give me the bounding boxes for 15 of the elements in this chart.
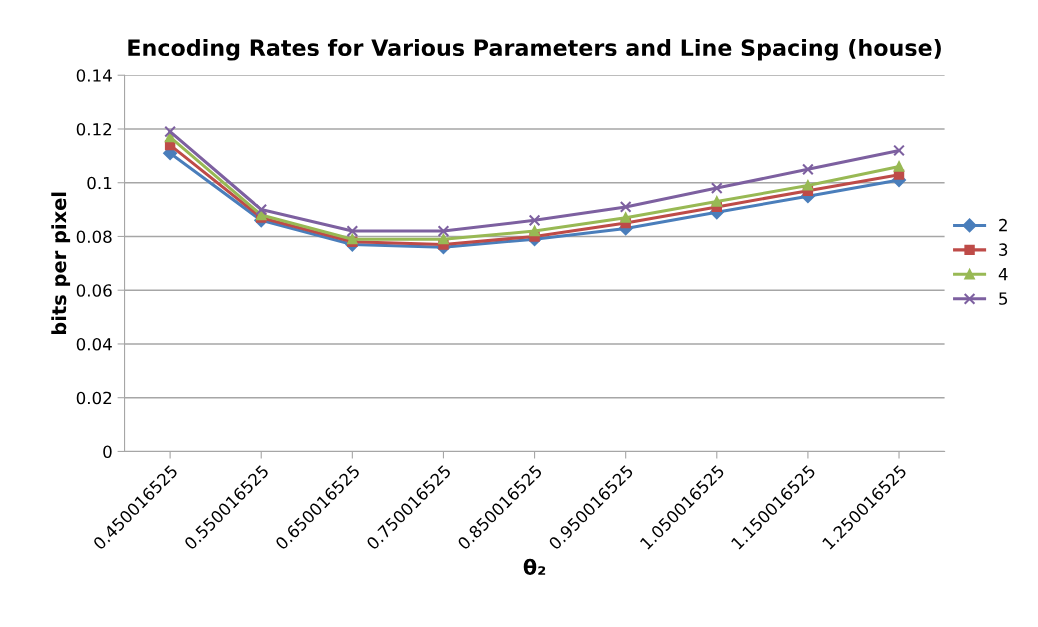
y-tick-label: 0.08: [76, 230, 112, 244]
legend-label: 2: [999, 218, 1007, 232]
y-tick-label: 0.06: [76, 284, 112, 297]
x-axis-title: θ₂: [523, 558, 546, 575]
y-tick-label: 0.02: [76, 391, 112, 405]
y-tick-label: 0.14: [76, 69, 112, 82]
legend-label: 5: [999, 292, 1008, 305]
y-tick-label: 0.1: [87, 176, 112, 190]
y-tick-label: 0: [103, 445, 112, 459]
y-axis-title: bits per pixel: [51, 192, 71, 335]
legend-label: 4: [998, 268, 1008, 281]
legend-label: 3: [999, 243, 1008, 256]
y-tick-label: 0.12: [76, 122, 112, 136]
y-tick-label: 0.04: [76, 337, 112, 351]
chart-title: Encoding Rates for Various Parameters and Line Spacing (house): [128, 38, 941, 61]
